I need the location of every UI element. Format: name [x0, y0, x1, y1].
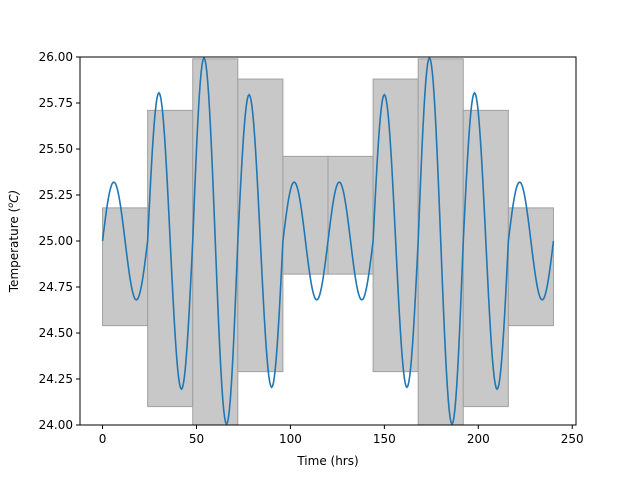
y-axis-label: Temperature (oC)	[6, 190, 21, 293]
x-tick-label: 200	[467, 432, 490, 446]
line-layer	[101, 56, 555, 426]
y-tick-label: 25.75	[39, 96, 73, 110]
y-axis: 24.00 24.25 24.50 24.75 25.00 25.25 25.50 25.75…	[39, 50, 80, 432]
y-tick-label: 24.50	[39, 326, 73, 340]
band-0	[102, 207, 149, 327]
x-axis: 0 50 100 150 200 250	[99, 425, 584, 446]
x-tick-label: 150	[373, 432, 396, 446]
x-tick-label: 100	[279, 432, 302, 446]
band-5	[327, 155, 374, 275]
x-tick-label: 0	[99, 432, 107, 446]
band-9	[507, 207, 554, 327]
plot-area	[79, 56, 577, 426]
y-tick-label: 25.50	[39, 142, 73, 156]
y-tick-label: 24.00	[39, 418, 73, 432]
band-4	[282, 155, 329, 275]
y-tick-label: 24.25	[39, 372, 73, 386]
x-axis-label: Time (hrs)	[296, 454, 358, 468]
y-tick-label: 25.00	[39, 234, 73, 248]
y-axis-label-superscript: o	[6, 203, 15, 208]
x-tick-label: 50	[189, 432, 204, 446]
y-axis-label-main: Temperature (	[7, 208, 21, 294]
y-tick-label: 26.00	[39, 50, 73, 64]
temperature-series-line	[101, 56, 555, 426]
y-tick-label: 25.25	[39, 188, 73, 202]
y-axis-label-unit: C)	[7, 190, 21, 203]
y-tick-label: 24.75	[39, 280, 73, 294]
x-tick-label: 250	[561, 432, 584, 446]
band-8	[462, 109, 509, 408]
